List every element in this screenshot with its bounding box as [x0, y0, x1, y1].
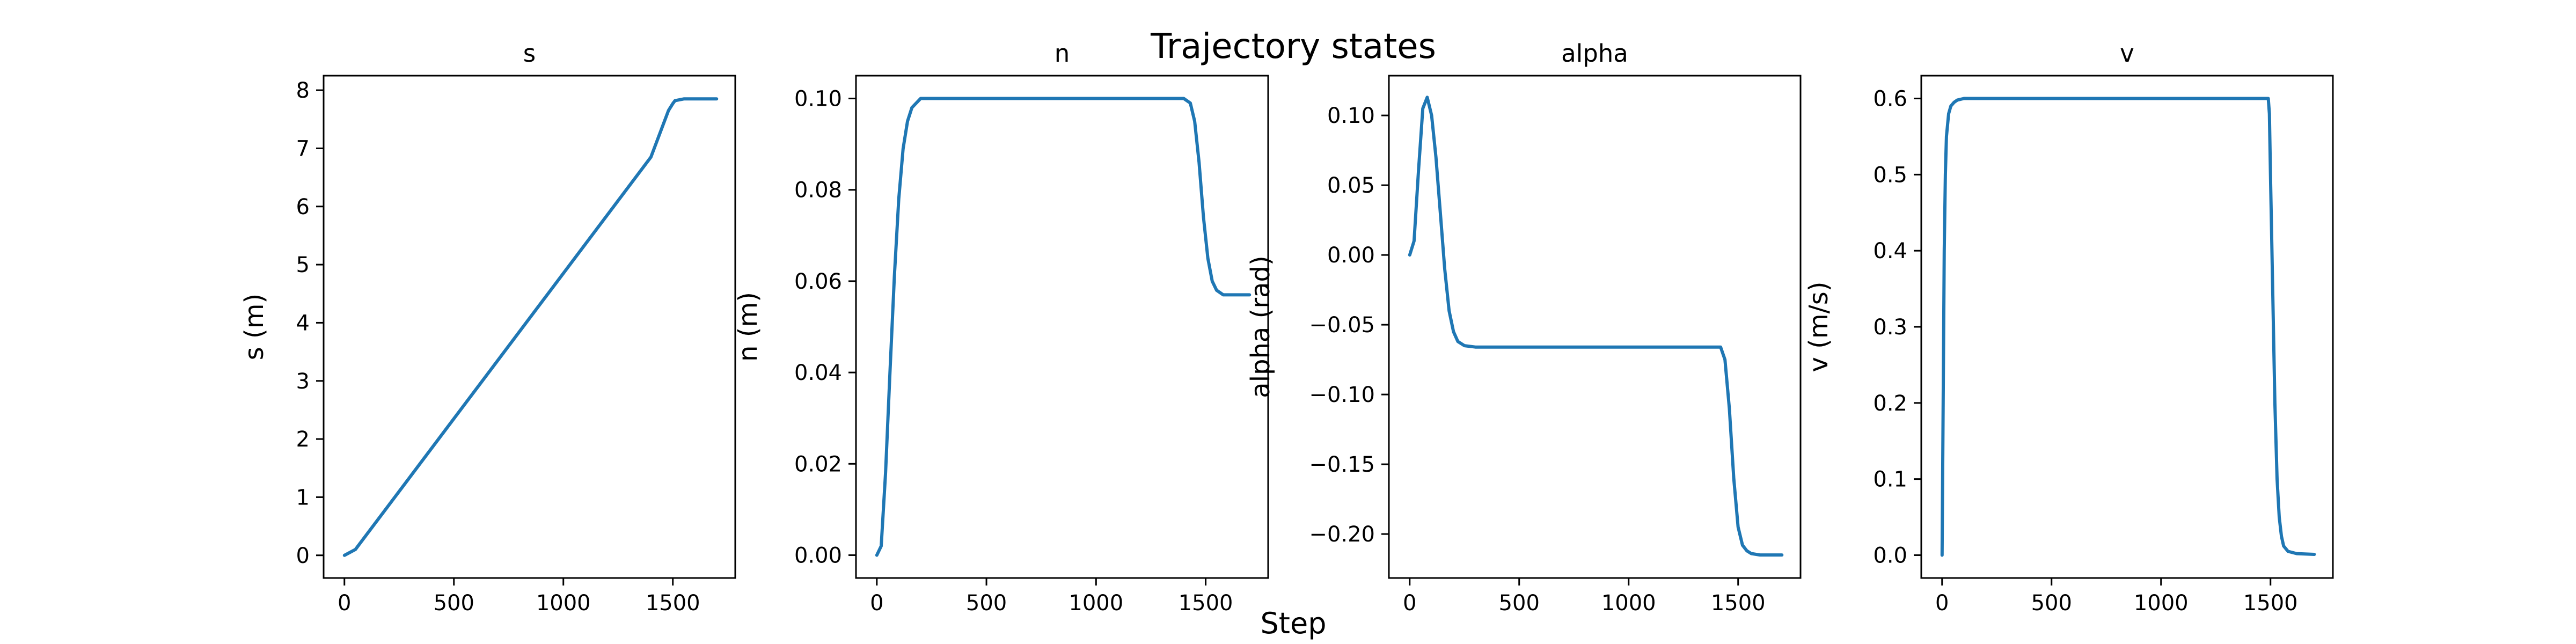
- panel-n: 0 500 1000 1500 0.00 0.02 0.04 0.06 0.08 0.10 n n (…: [733, 39, 1269, 616]
- series-line-s: [342, 97, 719, 557]
- y-axis-label: s (m): [239, 294, 269, 360]
- y-tick-label: 0.0: [1873, 543, 1907, 568]
- axes-frame: [323, 75, 736, 579]
- y-tick-label: −0.20: [1309, 522, 1375, 547]
- figure-title: Trajectory states: [1150, 27, 1436, 67]
- y-tick-label: 0.02: [794, 452, 842, 477]
- y-tick-label: −0.15: [1309, 452, 1375, 477]
- y-tick-label: 0.10: [794, 87, 842, 112]
- y-tick-label: 0.05: [1327, 173, 1375, 198]
- x-tick-label: 500: [434, 591, 474, 616]
- y-axis-label: v (m/s): [1804, 281, 1834, 372]
- x-tick-label: 0: [1935, 591, 1949, 616]
- y-tick-label: 0.10: [1327, 104, 1375, 128]
- x-tick-label: 1000: [1069, 591, 1123, 616]
- panel-title: n: [1055, 39, 1070, 68]
- panel-title: s: [523, 39, 536, 68]
- x-tick-label: 500: [2031, 591, 2072, 616]
- x-tick-label: 500: [966, 591, 1007, 616]
- y-tick-label: 7: [296, 136, 310, 161]
- x-tick-label: 1500: [1179, 591, 1233, 616]
- y-tick-label: 0.3: [1873, 315, 1907, 340]
- y-tick-label: −0.10: [1309, 383, 1375, 407]
- panel-s: 0 500 1000 1500 0 1 2 3 4 5 6 7 8 s s (m): [239, 39, 736, 616]
- x-tick-label: 1000: [536, 591, 591, 616]
- shared-x-axis-label: Step: [1261, 606, 1327, 640]
- x-tick-label: 1000: [1601, 591, 1656, 616]
- axes-frame: [1388, 75, 1802, 579]
- y-tick-label: 8: [296, 78, 310, 103]
- y-axis-label: alpha (rad): [1246, 255, 1276, 398]
- x-tick-label: 500: [1499, 591, 1540, 616]
- y-tick-label: 3: [296, 369, 310, 394]
- x-tick-label: 1000: [2134, 591, 2189, 616]
- x-tick-label: 1500: [1711, 591, 1766, 616]
- panel-title: v: [2120, 39, 2134, 68]
- y-tick-label: 0.2: [1873, 391, 1907, 416]
- y-tick-label: 0.6: [1873, 87, 1907, 112]
- y-tick-label: 6: [296, 195, 310, 219]
- panel-v: 0 500 1000 1500 0.0 0.1 0.2 0.3 0.4 0.5 0.6 v v (m/s…: [1804, 39, 2334, 616]
- y-tick-label: 0.5: [1873, 163, 1907, 187]
- x-tick-label: 1500: [2243, 591, 2298, 616]
- y-tick-label: 1: [296, 485, 310, 510]
- series-line-alpha: [1408, 96, 1784, 557]
- y-tick-label: 0.04: [794, 361, 842, 385]
- y-tick-label: 0.00: [1327, 243, 1375, 268]
- x-tick-label: 0: [870, 591, 883, 616]
- x-tick-label: 0: [1403, 591, 1416, 616]
- y-tick-label: 4: [296, 311, 310, 335]
- series-line-v: [1940, 97, 2316, 557]
- y-tick-label: 0.06: [794, 269, 842, 294]
- y-tick-label: 0.08: [794, 178, 842, 203]
- x-tick-label: 0: [338, 591, 351, 616]
- y-tick-label: 5: [296, 253, 310, 277]
- y-tick-label: 2: [296, 427, 310, 452]
- y-axis-label: n (m): [733, 292, 763, 362]
- y-tick-label: 0.1: [1873, 467, 1907, 492]
- y-tick-label: 0.00: [794, 543, 842, 568]
- y-tick-label: 0: [296, 544, 310, 568]
- series-line-n: [875, 97, 1252, 557]
- axes-frame: [855, 75, 1269, 579]
- y-tick-label: −0.05: [1309, 313, 1375, 338]
- panel-title: alpha: [1561, 39, 1628, 68]
- y-tick-label: 0.4: [1873, 239, 1907, 264]
- panel-alpha: 0 500 1000 1500 −0.20 −0.15 −0.10 −0.05 0.00 0.05…: [1246, 39, 1802, 616]
- x-tick-label: 1500: [646, 591, 700, 616]
